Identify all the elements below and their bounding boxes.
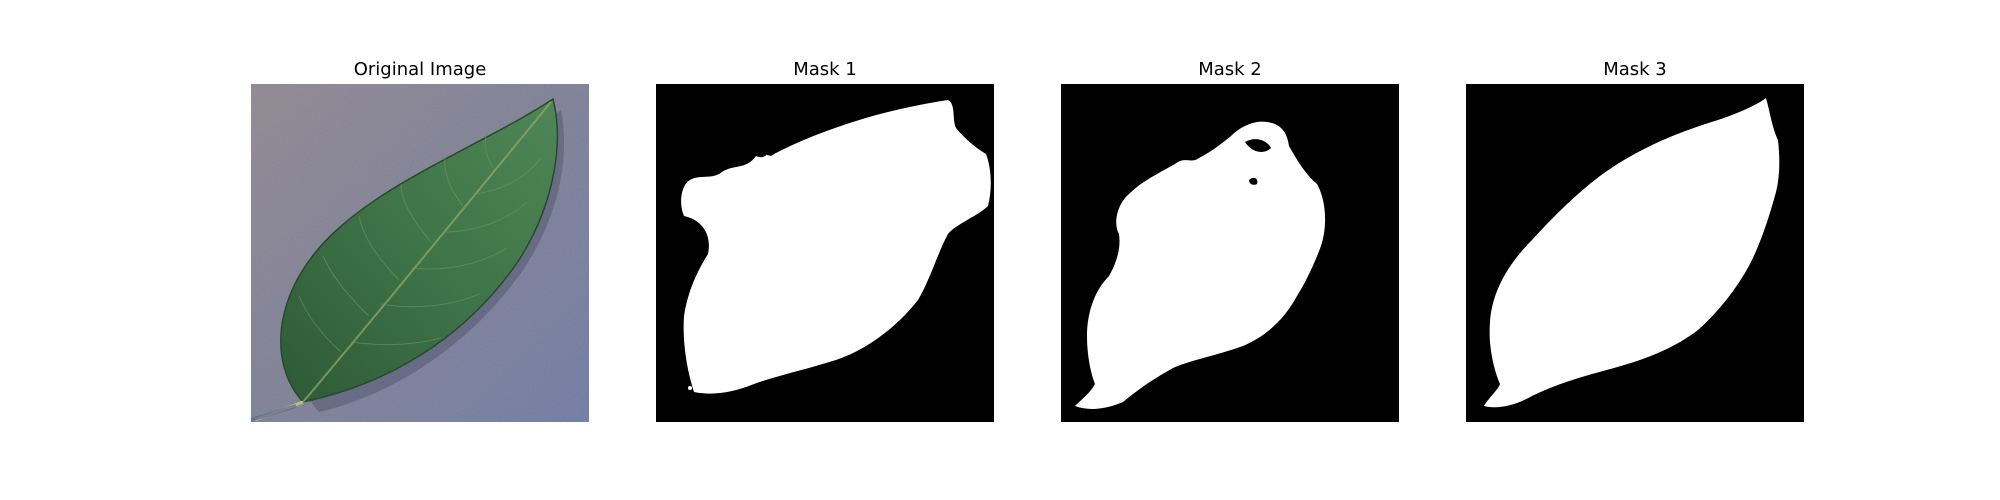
original-image-panel: [251, 84, 589, 422]
mask-3-panel: [1466, 84, 1804, 422]
mask-2-image: [1061, 84, 1399, 422]
panel-title-mask-1: Mask 1: [656, 58, 994, 82]
panel-title-mask-3: Mask 3: [1466, 58, 1804, 82]
mask-1-image: [656, 84, 994, 422]
mask-3-image: [1466, 84, 1804, 422]
panel-title-mask-2: Mask 2: [1061, 58, 1399, 82]
mask-1-panel: [656, 84, 994, 422]
mask-2-panel: [1061, 84, 1399, 422]
leaf-photo: [251, 84, 589, 422]
panel-title-original-image: Original Image: [251, 58, 589, 82]
